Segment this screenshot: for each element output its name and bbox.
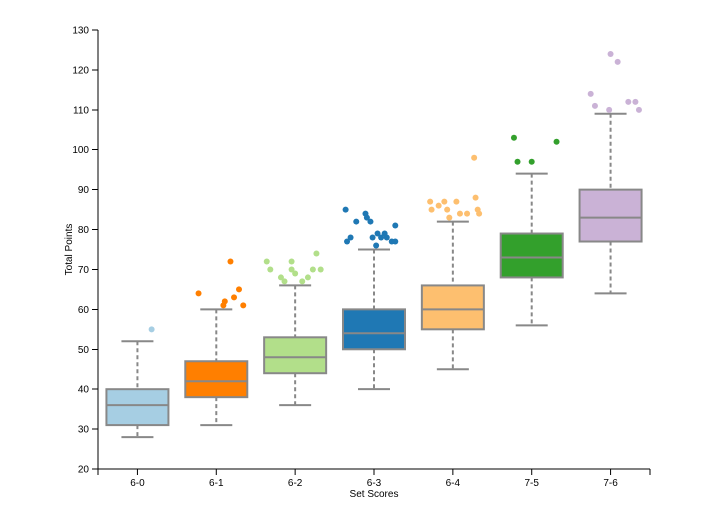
box-group-7-6 [578, 50, 643, 295]
outlier-point [347, 234, 354, 241]
outlier-point [383, 234, 390, 241]
box [578, 188, 643, 243]
box-group-6-2 [263, 250, 328, 407]
x-tick-label: 6-4 [446, 478, 461, 489]
plot-area [105, 50, 643, 439]
outlier-point [363, 214, 370, 221]
outlier-point [607, 50, 614, 57]
outlier-point [227, 258, 234, 265]
outlier-point [392, 238, 399, 245]
box [342, 308, 406, 351]
outlier-point [373, 242, 380, 249]
x-tick-label: 6-1 [209, 478, 224, 489]
box [105, 388, 170, 427]
x-axis: 6-0 6-1 6-2 6-3 6-4 7-5 7-6 [97, 468, 651, 489]
y-tick-label: 30 [78, 425, 90, 436]
y-tick-label: 40 [78, 385, 90, 396]
y-tick-label: 110 [73, 105, 89, 116]
outlier-point [288, 266, 295, 273]
box-group-6-1 [184, 258, 249, 427]
outlier-point [635, 106, 642, 113]
outlier-point [444, 206, 451, 213]
box [263, 336, 328, 375]
outlier-point [367, 218, 374, 225]
outlier-point [427, 198, 434, 205]
y-tick-label: 50 [78, 345, 90, 356]
box [184, 360, 249, 399]
outlier-point [528, 158, 535, 165]
y-axis-title: Total Points [64, 224, 75, 276]
outlier-point [514, 158, 521, 165]
box [499, 232, 564, 279]
outlier-point [299, 278, 306, 285]
outlier-point [428, 206, 435, 213]
outlier-point [632, 98, 639, 105]
outlier-point [374, 230, 381, 237]
outlier-point [353, 218, 360, 225]
outlier-point [441, 198, 448, 205]
outlier-point [587, 90, 594, 97]
y-tick-label: 100 [72, 145, 89, 156]
y-tick-label: 70 [78, 265, 90, 276]
outlier-point [148, 326, 155, 333]
box-group-6-4 [420, 154, 485, 371]
y-tick-label: 90 [78, 185, 90, 196]
outlier-point [317, 266, 324, 273]
outlier-point [378, 234, 385, 241]
outlier-point [267, 266, 274, 273]
outlier-point [392, 222, 399, 229]
outlier-point [614, 58, 621, 65]
outlier-point [625, 98, 632, 105]
outlier-point [313, 250, 320, 257]
outlier-point [446, 214, 453, 221]
outlier-point [591, 102, 598, 109]
outlier-point [304, 274, 311, 281]
y-tick-label: 130 [72, 26, 89, 37]
box-group-6-0 [105, 326, 170, 439]
outlier-point [231, 294, 238, 301]
x-tick-label: 6-2 [288, 478, 303, 489]
outlier-point [453, 198, 460, 205]
outlier-point [472, 194, 479, 201]
box-group-7-5 [499, 134, 564, 327]
outlier-point [476, 210, 483, 217]
outlier-point [435, 202, 442, 209]
outlier-point [288, 258, 295, 265]
outlier-point [471, 154, 478, 161]
y-tick-label: 80 [78, 225, 90, 236]
outlier-point [309, 266, 316, 273]
outlier-point [553, 138, 560, 145]
outlier-point [281, 278, 288, 285]
y-tick-label: 60 [78, 305, 90, 316]
outlier-point [195, 290, 202, 297]
outlier-point [263, 258, 270, 265]
outlier-point [277, 274, 284, 281]
outlier-point [510, 134, 517, 141]
x-tick-label: 6-0 [130, 478, 145, 489]
box [420, 284, 485, 331]
outlier-point [292, 270, 299, 277]
outlier-point [235, 286, 242, 293]
outlier-point [606, 106, 613, 113]
box-group-6-3 [342, 206, 406, 391]
outlier-point [220, 302, 227, 309]
y-axis: 20 30 40 50 60 70 80 90 100 110 120 130 [72, 26, 99, 476]
outlier-point [240, 302, 247, 309]
outlier-point [344, 238, 351, 245]
x-tick-label: 6-3 [367, 478, 382, 489]
y-tick-label: 120 [72, 65, 89, 76]
outlier-point [342, 206, 349, 213]
y-tick-label: 20 [78, 465, 90, 476]
x-tick-label: 7-5 [524, 478, 539, 489]
outlier-point [464, 210, 471, 217]
x-tick-label: 7-6 [603, 478, 618, 489]
outlier-point [369, 234, 376, 241]
outlier-point [456, 210, 463, 217]
x-axis-title: Set Scores [350, 489, 399, 500]
